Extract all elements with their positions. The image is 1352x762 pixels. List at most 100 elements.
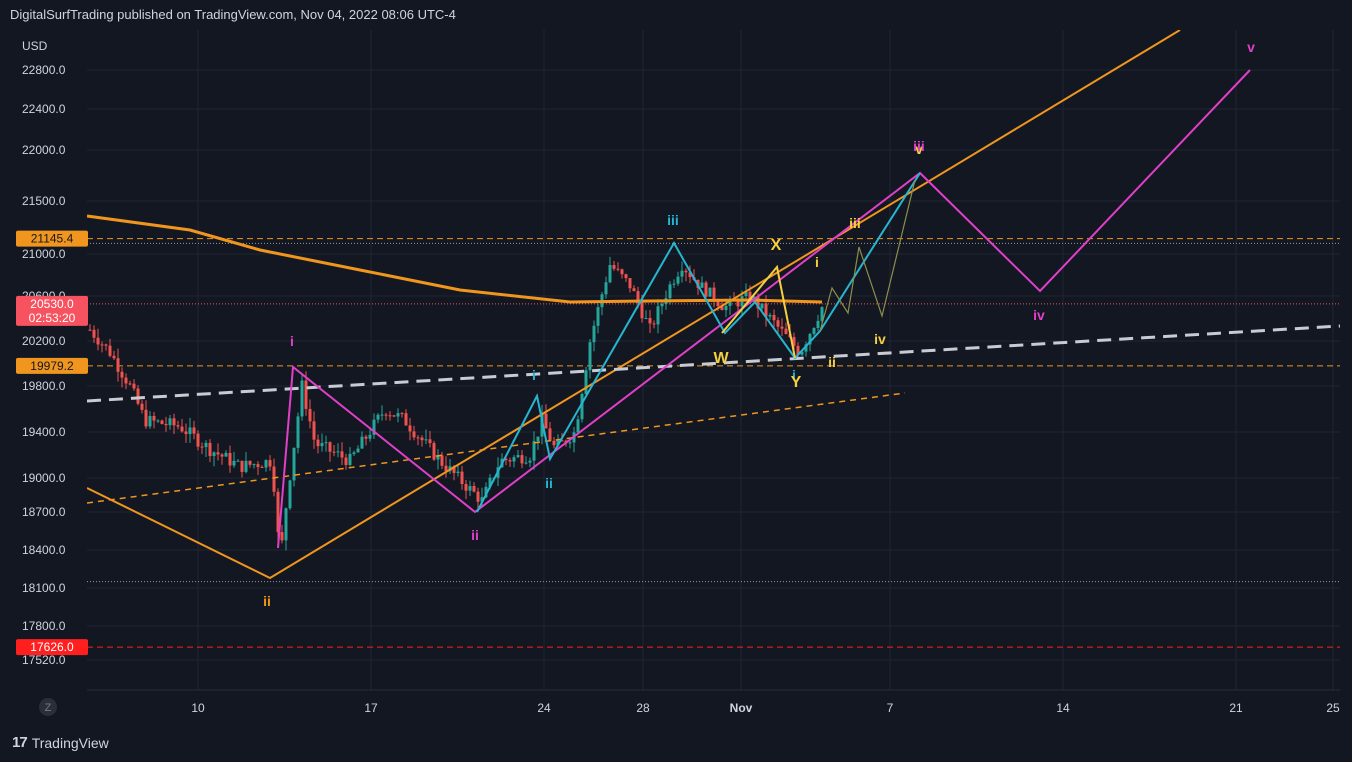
- wave-label: ii: [471, 527, 479, 543]
- orange-dashed-trendline: [86, 392, 906, 504]
- candle: [644, 310, 648, 320]
- candle: [700, 276, 704, 288]
- candle: [660, 300, 664, 315]
- candle-body: [224, 452, 228, 457]
- candle: [708, 287, 712, 297]
- candle: [620, 268, 624, 279]
- candle: [652, 320, 656, 329]
- candle: [424, 429, 428, 445]
- candle: [568, 439, 572, 449]
- wave-label: Y: [791, 374, 802, 391]
- candle-body: [488, 477, 492, 487]
- wave-label: i: [290, 333, 294, 349]
- candle: [356, 445, 360, 453]
- timezone-button[interactable]: Z: [39, 698, 57, 716]
- candle-body: [548, 428, 552, 441]
- wave-label: iii: [849, 215, 861, 231]
- time-tick-label: 28: [636, 701, 650, 715]
- candle-body: [560, 440, 564, 442]
- candle-body: [660, 303, 664, 307]
- candle-body: [712, 287, 716, 302]
- candle-body: [460, 471, 464, 485]
- candle: [232, 451, 236, 468]
- price-badge-bg: [16, 295, 88, 326]
- candle: [504, 457, 508, 466]
- candle: [608, 256, 612, 284]
- candle-body: [196, 433, 200, 447]
- candle: [592, 320, 596, 352]
- candle: [88, 324, 92, 332]
- candle-body: [156, 420, 160, 422]
- candle: [216, 443, 220, 461]
- candle-body: [368, 434, 372, 439]
- candle-body: [344, 457, 348, 465]
- candle: [392, 415, 396, 418]
- candle-body: [200, 446, 204, 448]
- candle-body: [152, 416, 156, 421]
- cyan-wave-path: [476, 172, 921, 513]
- candle-body: [132, 383, 136, 389]
- price-badge-text: 20530.0: [30, 297, 74, 311]
- candle: [292, 447, 296, 487]
- candle-body: [700, 282, 704, 288]
- candle: [340, 442, 344, 466]
- candle: [812, 327, 816, 336]
- candle: [436, 449, 440, 470]
- price-badge: 17626.0: [16, 639, 88, 656]
- candle: [536, 436, 540, 450]
- candle-body: [328, 442, 332, 452]
- candle-body: [444, 465, 448, 472]
- candle: [404, 409, 408, 426]
- price-badge-text: 21145.4: [31, 232, 74, 246]
- candle-body: [148, 416, 152, 427]
- candle: [400, 412, 404, 418]
- candle-body: [768, 314, 772, 317]
- candle-body: [544, 413, 548, 429]
- candle-body: [480, 497, 484, 502]
- candle: [364, 434, 368, 446]
- candle-body: [804, 344, 808, 352]
- candle: [588, 339, 592, 379]
- candle-body: [820, 307, 824, 321]
- candle: [712, 282, 716, 308]
- currency-label: USD: [22, 39, 48, 53]
- footer[interactable]: 17 TradingView: [12, 734, 109, 751]
- candle: [552, 436, 556, 449]
- candle-body: [212, 452, 216, 457]
- price-badge-text: 19979.2: [30, 359, 74, 373]
- candle: [112, 350, 116, 360]
- moving-average-line: [86, 214, 823, 304]
- candle-body: [808, 333, 812, 345]
- candle: [196, 430, 200, 451]
- candle: [580, 392, 584, 423]
- candle-body: [332, 451, 336, 453]
- wave-label: W: [713, 350, 729, 367]
- candle-body: [268, 460, 272, 467]
- candle-body: [432, 443, 436, 460]
- candle-body: [652, 323, 656, 325]
- candle-body: [556, 440, 560, 446]
- candle: [648, 309, 652, 333]
- candle: [412, 425, 416, 441]
- candle: [432, 440, 436, 461]
- candle: [572, 426, 576, 453]
- candle-body: [528, 460, 532, 463]
- candle-body: [244, 460, 248, 472]
- candle-body: [208, 442, 212, 457]
- candle: [244, 452, 248, 474]
- candle-body: [236, 460, 240, 462]
- orange-channel-line: [86, 30, 1181, 580]
- candle-body: [672, 283, 676, 285]
- candle-body: [656, 306, 660, 325]
- wave-label: X: [771, 237, 782, 254]
- candle: [784, 322, 788, 335]
- candle: [416, 434, 420, 446]
- candle-body: [396, 413, 400, 417]
- price-tick-label: 19400.0: [22, 425, 66, 439]
- candle-body: [188, 427, 192, 435]
- price-tick-label: 21000.0: [22, 247, 66, 261]
- candle: [376, 412, 380, 424]
- price-badge-bg: [16, 357, 88, 374]
